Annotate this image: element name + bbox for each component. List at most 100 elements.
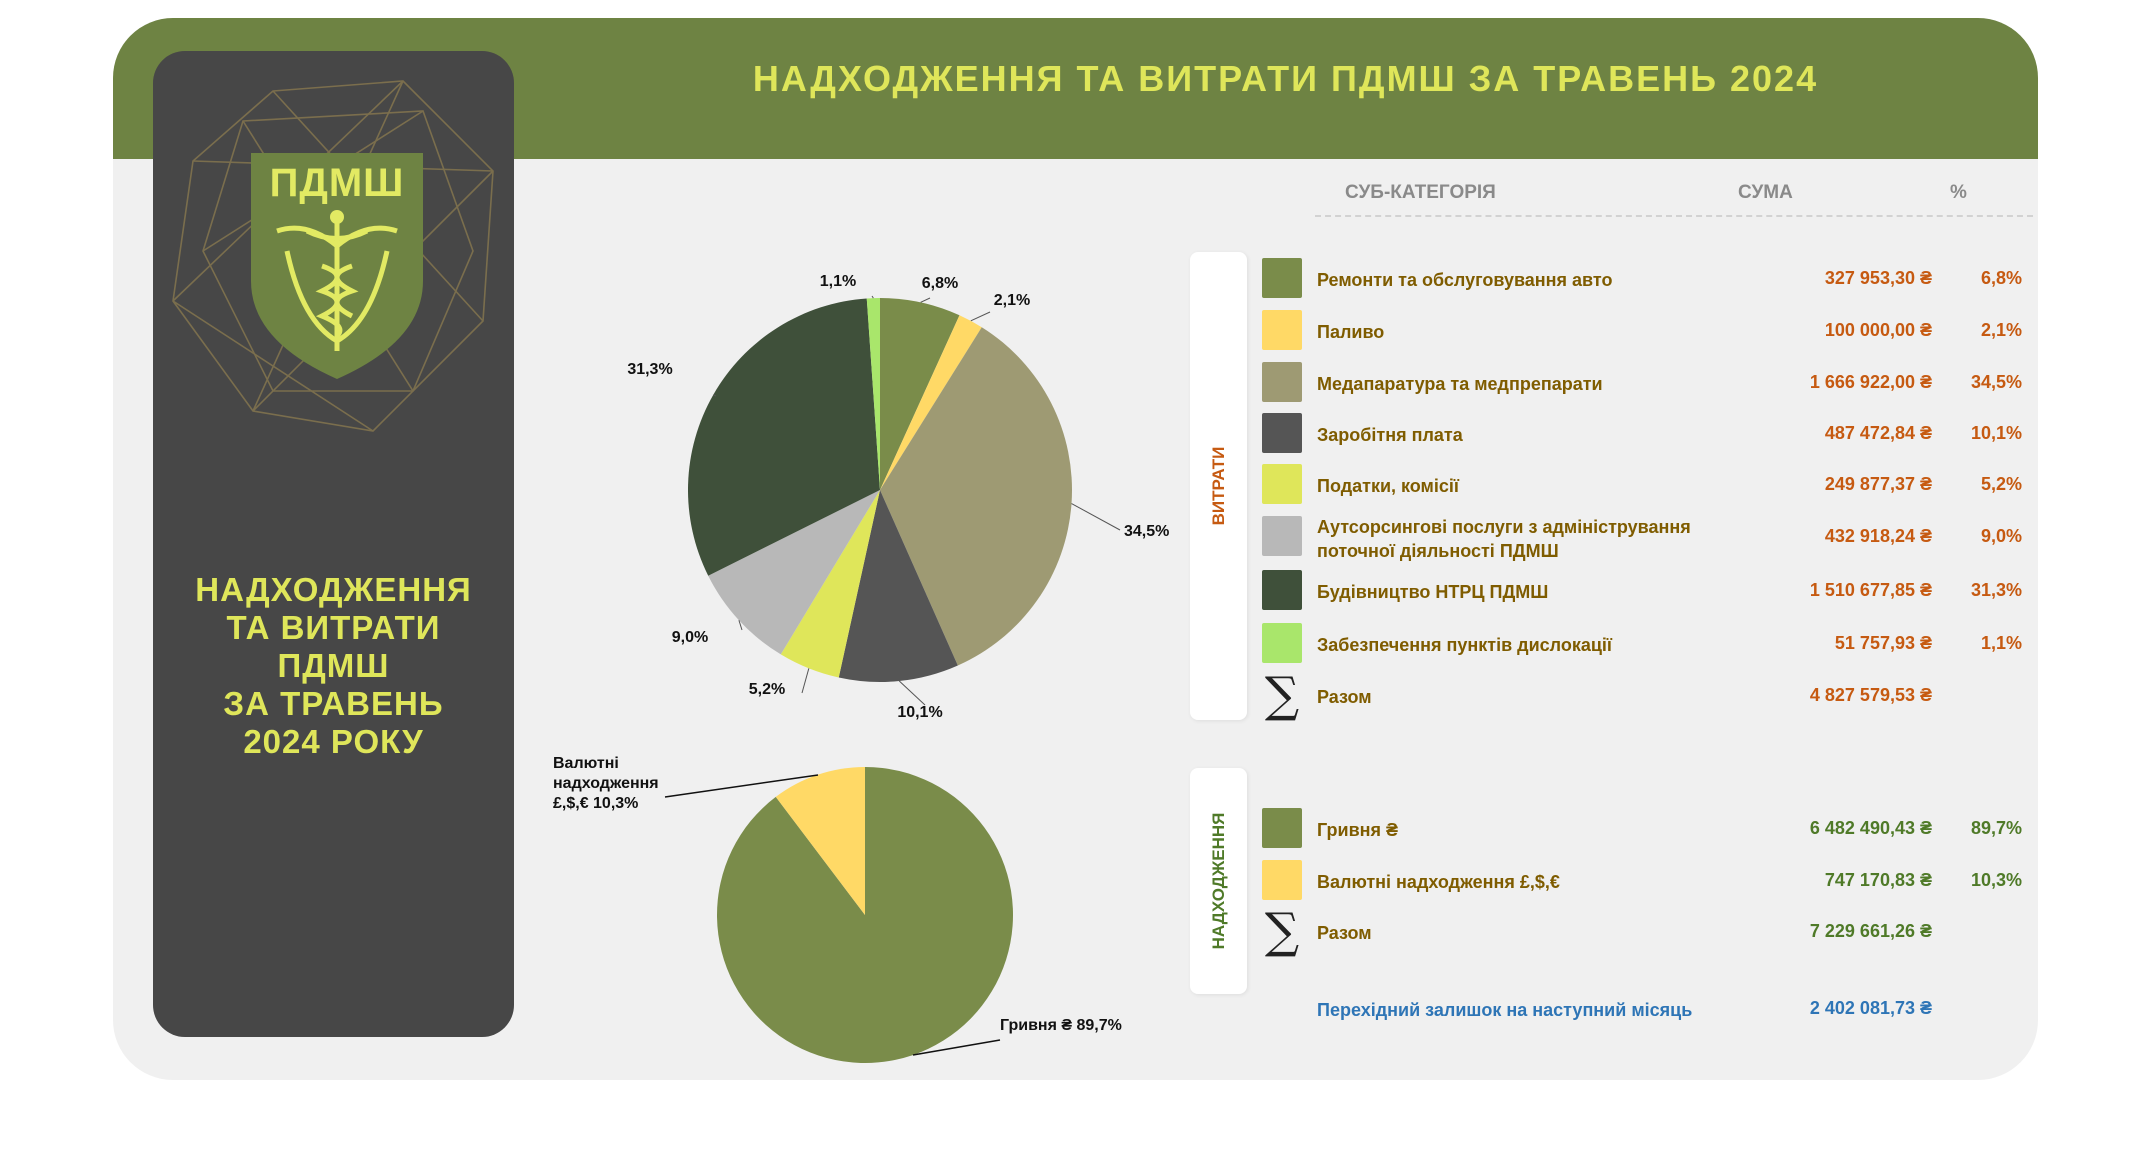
legend-swatch: [1262, 808, 1302, 848]
income-leader-line: [912, 1039, 1001, 1056]
expense-row: Будівництво НТРЦ ПДМШ 1 510 677,85 ₴ 31,…: [1262, 570, 2042, 612]
expense-name-line: Аутсорсингові послуги з адміністрування: [1317, 517, 1691, 537]
expense-leader-line: [920, 297, 931, 303]
expense-amount: 1 666 922,00 ₴: [1809, 372, 1932, 392]
expense-row: Забезпечення пунктів дислокації 51 757,9…: [1262, 623, 2042, 665]
expenses-section-tab: ВИТРАТИ: [1190, 252, 1247, 720]
income-section-label: НАДХОДЖЕННЯ: [1208, 812, 1228, 950]
sidebar-title-line: 2024 РОКУ: [243, 723, 424, 760]
expense-name: Податки, комісії: [1317, 476, 1459, 496]
income-leader-line: [664, 774, 819, 798]
expense-row: Заробітня плата 487 472,84 ₴ 10,1%: [1262, 413, 2042, 455]
income-total-label: Разом: [1317, 923, 1372, 943]
header-sum: СУМА: [1738, 182, 1793, 203]
expense-pie-slice: [780, 490, 880, 678]
income-data-label: £,$,€ 10,3%: [553, 795, 638, 812]
legend-swatch: [1262, 623, 1302, 663]
income-name: Валютні надходження £,$,€: [1317, 872, 1560, 892]
sidebar-panel: ПДМШ НАДХОДЖЕННЯ ТА ВИТРАТИ ПДМШ ЗА ТРАВ…: [153, 51, 514, 1037]
expense-total-row: ∑ Разом 4 827 579,53 ₴: [1262, 667, 2042, 723]
expense-row: Ремонти та обслуговування авто 327 953,3…: [1262, 258, 2042, 300]
expense-row: Податки, комісії 249 877,37 ₴ 5,2%: [1262, 464, 2042, 506]
income-total-row: ∑ Разом 7 229 661,26 ₴: [1262, 903, 2042, 959]
expense-data-label: 1,1%: [820, 273, 856, 290]
expense-row: Медапаратура та медпрепарати 1 666 922,0…: [1262, 362, 2042, 404]
expense-name: Заробітня плата: [1317, 425, 1463, 445]
expense-amount: 249 877,37 ₴: [1824, 474, 1932, 494]
expense-name-line: поточної діяльності ПДМШ: [1317, 541, 1559, 561]
sidebar-title-line: ПДМШ: [277, 647, 390, 684]
expense-name: Паливо: [1317, 322, 1385, 342]
expense-pie-slice: [838, 490, 958, 682]
expense-data-label: 6,8%: [922, 275, 958, 292]
income-data-label: Гривня ₴ 89,7%: [1000, 1017, 1122, 1034]
expense-name: Будівництво НТРЦ ПДМШ: [1317, 582, 1549, 602]
income-name: Гривня ₴: [1317, 820, 1399, 840]
income-amount: 6 482 490,43 ₴: [1809, 818, 1932, 838]
legend-swatch: [1262, 516, 1302, 556]
sidebar-title-line: ЗА ТРАВЕНЬ: [223, 685, 444, 722]
brand-name: ПДМШ: [269, 161, 405, 205]
expense-data-label: 10,1%: [897, 704, 942, 721]
expense-data-label: 2,1%: [994, 292, 1030, 309]
income-section-tab: НАДХОДЖЕННЯ: [1190, 768, 1247, 994]
expense-amount: 327 953,30 ₴: [1824, 268, 1932, 288]
expense-amount: 487 472,84 ₴: [1824, 423, 1932, 443]
expense-row: Паливо 100 000,00 ₴ 2,1%: [1262, 310, 2042, 352]
expense-amount: 432 918,24 ₴: [1824, 526, 1932, 546]
legend-swatch: [1262, 570, 1302, 610]
page-title: НАДХОДЖЕННЯ ТА ВИТРАТИ ПДМШ ЗА ТРАВЕНЬ 2…: [752, 58, 1819, 99]
report-card: НАДХОДЖЕННЯ ТА ВИТРАТИ ПДМШ ЗА ТРАВЕНЬ 2…: [113, 18, 2038, 1080]
expense-pie-slice: [880, 298, 960, 490]
income-row: Гривня ₴ 6 482 490,43 ₴ 89,7%: [1262, 808, 2042, 850]
expense-leader-line: [713, 394, 717, 397]
expense-percent: 5,2%: [1980, 474, 2022, 494]
income-row: Валютні надходження £,$,€ 747 170,83 ₴ 1…: [1262, 860, 2042, 902]
expense-leader-line: [1071, 503, 1121, 531]
income-data-label: надходження: [553, 775, 659, 792]
expense-percent: 31,3%: [1970, 580, 2022, 600]
expense-total-amount: 4 827 579,53 ₴: [1809, 685, 1932, 705]
income-percent: 10,3%: [1970, 870, 2022, 890]
sigma-icon: ∑: [1264, 903, 1300, 959]
expense-data-label: 34,5%: [1124, 523, 1169, 540]
pdmsh-shield-logo: [251, 153, 423, 379]
expense-total-label: Разом: [1317, 687, 1372, 707]
expense-name: Медапаратура та медпрепарати: [1317, 374, 1603, 394]
expense-percent: 34,5%: [1970, 372, 2022, 392]
expense-name: Аутсорсингові послуги з адміністрування …: [1317, 515, 1747, 563]
expense-pie-slice: [866, 298, 880, 490]
expense-percent: 1,1%: [1980, 633, 2022, 653]
income-total-amount: 7 229 661,26 ₴: [1809, 921, 1932, 941]
carryover-label: Перехідний залишок на наступний місяць: [1317, 1000, 1693, 1020]
legend-swatch: [1262, 464, 1302, 504]
expense-row: Аутсорсингові послуги з адміністрування …: [1262, 516, 2042, 561]
expense-pie-slice: [708, 490, 880, 655]
carryover-amount: 2 402 081,73 ₴: [1809, 998, 1932, 1018]
legend-swatch: [1262, 362, 1302, 402]
carryover-row: Перехідний залишок на наступний місяць 2…: [1262, 988, 2042, 1030]
expense-leader-line: [970, 311, 991, 322]
expense-data-label: 9,0%: [672, 629, 708, 646]
sidebar-title-line: НАДХОДЖЕННЯ: [195, 571, 472, 608]
expense-percent: 6,8%: [1980, 268, 2022, 288]
sidebar-title: НАДХОДЖЕННЯ ТА ВИТРАТИ ПДМШ ЗА ТРАВЕНЬ 2…: [153, 571, 514, 761]
header-subcategory: СУБ-КАТЕГОРІЯ: [1345, 182, 1496, 203]
income-amount: 747 170,83 ₴: [1824, 870, 1932, 890]
header-divider: [1315, 215, 2033, 217]
expense-name: Ремонти та обслуговування авто: [1317, 270, 1613, 290]
sigma-icon: ∑: [1264, 667, 1300, 723]
expenses-section-label: ВИТРАТИ: [1208, 446, 1228, 526]
sidebar-title-line: ТА ВИТРАТИ: [226, 609, 441, 646]
expense-percent: 2,1%: [1980, 320, 2022, 340]
expense-percent: 9,0%: [1980, 526, 2022, 546]
expense-amount: 51 757,93 ₴: [1834, 633, 1932, 653]
expense-leader-line: [738, 620, 743, 631]
expense-amount: 100 000,00 ₴: [1824, 320, 1932, 340]
expense-percent: 10,1%: [1970, 423, 2022, 443]
expense-data-label: 5,2%: [749, 681, 785, 698]
legend-swatch: [1262, 310, 1302, 350]
expense-leader-line: [898, 680, 926, 706]
expense-leader-line: [801, 668, 810, 694]
